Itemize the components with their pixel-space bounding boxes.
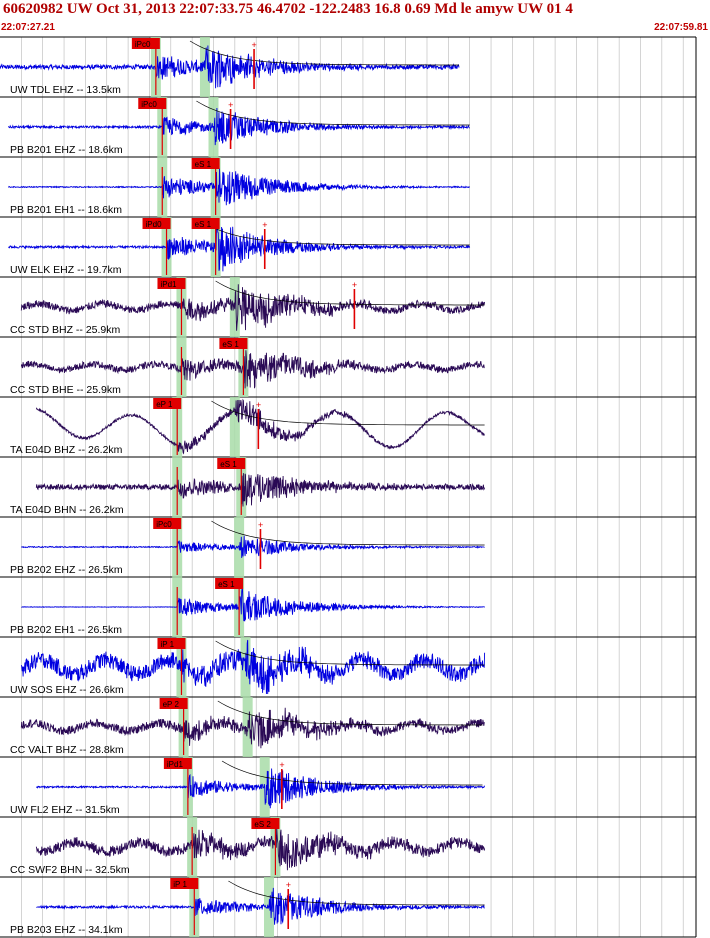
p-pick-label-box <box>157 638 186 649</box>
waveform <box>35 398 485 455</box>
p-pick-label: iPd1 <box>160 280 177 289</box>
start-time-label: 22:07:27.21 <box>1 22 55 33</box>
waveform <box>0 45 460 89</box>
waveform <box>35 826 486 871</box>
p-pick-label: eP 1 <box>156 400 173 409</box>
trace-label: PB B201 EH1 -- 18.6km <box>10 204 122 216</box>
waveform <box>21 587 485 622</box>
p-pick-label: eP 2 <box>163 700 180 709</box>
p-pick-label-box <box>157 278 186 289</box>
coda-curve <box>189 40 459 66</box>
end-time-label: 22:07:59.81 <box>654 22 708 33</box>
coda-curve <box>217 700 483 726</box>
s-pick-label: eS 1 <box>195 220 212 229</box>
s-pick-label: eS 2 <box>254 820 271 829</box>
waveform <box>36 768 486 809</box>
s-pick-label-box <box>191 158 220 169</box>
coda-curve <box>200 220 470 246</box>
amplitude-mark-plus: + <box>256 400 261 410</box>
coda-curve <box>215 640 485 666</box>
s-pick-label: eS 1 <box>220 460 237 469</box>
coda-curve <box>228 880 485 906</box>
s-pick-label-box <box>251 818 280 829</box>
waveform <box>35 473 486 507</box>
trace-label: CC STD BHE -- 25.9km <box>10 384 121 396</box>
waveform <box>8 107 470 146</box>
p-pick-label: iPd1 <box>167 760 184 769</box>
p-pick-label: iP 1 <box>160 640 174 649</box>
amplitude-mark-plus: + <box>252 40 257 50</box>
p-pick-label-box <box>138 98 167 109</box>
s-pick-band <box>229 397 240 457</box>
s-pick-label: eS 1 <box>218 580 235 589</box>
s-pick-label-box <box>219 338 248 349</box>
coda-curve <box>215 280 485 306</box>
p-pick-label: iP 1 <box>173 880 187 889</box>
p-pick-label-box <box>159 698 188 709</box>
waveform <box>20 707 486 749</box>
trace-label: CC SWF2 BHN -- 32.5km <box>10 864 130 876</box>
s-pick-label: eS 1 <box>222 340 239 349</box>
coda-curve <box>211 400 485 426</box>
p-pick-label-box <box>163 758 192 769</box>
trace-label: UW ELK EHZ -- 19.7km <box>10 264 122 276</box>
p-pick-label: iPc0 <box>135 40 151 49</box>
trace-label: CC VALT BHZ -- 28.8km <box>10 744 124 756</box>
p-pick-label-box <box>131 38 160 49</box>
s-pick-label-box <box>215 578 244 589</box>
trace-label: CC STD BHZ -- 25.9km <box>10 324 121 336</box>
trace-label: UW FL2 EHZ -- 31.5km <box>10 804 120 816</box>
p-pick-label-box <box>153 398 182 409</box>
waveform <box>21 535 485 558</box>
trace-labels: UW TDL EHZ -- 13.5km PB B201 EHZ -- 18.6k… <box>10 84 130 936</box>
p-pick-label-box <box>170 878 199 889</box>
amplitude-mark-plus: + <box>279 760 284 770</box>
trace-label: PB B202 EH1 -- 26.5km <box>10 624 122 636</box>
p-pick-label-box <box>153 518 182 529</box>
amplitude-mark-plus: + <box>228 100 233 110</box>
waveform <box>20 284 486 331</box>
amplitude-mark-plus: + <box>258 520 263 530</box>
amplitude-mark-plus: + <box>262 220 267 230</box>
p-pick-label: iPd0 <box>146 220 163 229</box>
amplitude-mark-plus: + <box>286 880 291 890</box>
waveform <box>36 887 485 925</box>
trace-label: PB B203 EHZ -- 34.1km <box>10 924 123 936</box>
trace-label: UW SOS EHZ -- 26.6km <box>10 684 124 696</box>
s-pick-label: eS 1 <box>195 160 212 169</box>
p-pick-label: iPc0 <box>141 100 157 109</box>
waveform <box>20 639 486 695</box>
trace-label: TA E04D BHN -- 26.2km <box>10 504 124 516</box>
coda-curve <box>221 760 483 786</box>
trace-label: TA E04D BHZ -- 26.2km <box>10 444 123 456</box>
waveform <box>8 223 471 272</box>
coda-curve <box>196 100 470 126</box>
p-pick-label-box <box>142 218 171 229</box>
p-pick-label: iPc0 <box>156 520 172 529</box>
trace-label: UW TDL EHZ -- 13.5km <box>10 84 121 96</box>
event-header-title: 60620982 UW Oct 31, 2013 22:07:33.75 46.… <box>3 1 573 17</box>
s-pick-label-box <box>217 458 246 469</box>
traces: + iPc0 + iPc0 eS 1 + iPd0 eS 1 + iPd1 eS 1 + eP 1 eS … <box>0 38 486 935</box>
s-pick-label-box <box>191 218 220 229</box>
trace-label: PB B202 EHZ -- 26.5km <box>10 564 123 576</box>
amplitude-mark-plus: + <box>352 280 357 290</box>
coda-curve <box>211 520 485 546</box>
trace-label: PB B201 EHZ -- 18.6km <box>10 144 123 156</box>
waveform <box>20 350 485 389</box>
waveform <box>8 168 471 206</box>
